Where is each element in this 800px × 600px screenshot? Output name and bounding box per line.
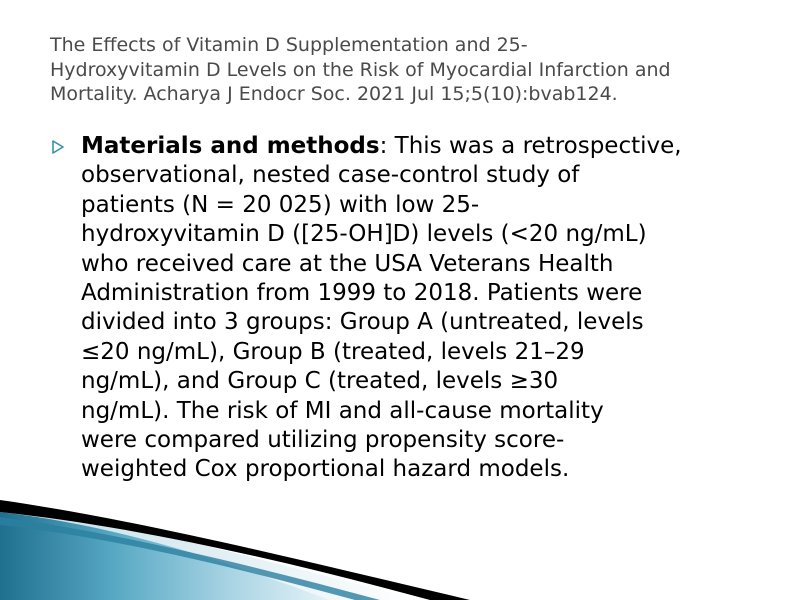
bullet-line: Materials and methods: This was a retros… xyxy=(81,132,781,161)
bullet-line: divided into 3 groups: Group A (untreate… xyxy=(81,309,644,336)
title-line: Hydroxyvitamin D Levels on the Risk of M… xyxy=(50,58,671,81)
bullet-line: Administration from 1999 to 2018. Patien… xyxy=(81,280,643,307)
bullet-line: ng/mL). The risk of MI and all-cause mor… xyxy=(81,397,604,424)
bullet-line: who received care at the USA Veterans He… xyxy=(81,250,614,277)
bullet-line: ng/mL), and Group C (treated, levels ≥30 xyxy=(81,368,559,395)
title-line: The Effects of Vitamin D Supplementation… xyxy=(50,34,528,56)
slide-title: The Effects of Vitamin D Supplementation… xyxy=(50,33,770,107)
bullet-line: were compared utilizing propensity score… xyxy=(81,427,565,454)
bullet-line-rest: : This was a retrospective, xyxy=(379,133,682,159)
triangle-right-icon xyxy=(52,140,64,154)
bullet-line: observational, nested case-control study… xyxy=(81,162,580,189)
bullet-lead: Materials and methods xyxy=(81,133,380,159)
bullet-line: weighted Cox proportional hazard models. xyxy=(81,456,570,483)
bullet-line: hydroxyvitamin D ([25-OH]D) levels (<20 … xyxy=(81,221,647,248)
bullet-line: patients (N = 20 025) with low 25- xyxy=(81,191,480,218)
title-line: Mortality. Acharya J Endocr Soc. 2021 Ju… xyxy=(50,83,618,105)
swoosh-dark-streak xyxy=(0,500,470,600)
bullet-text: Materials and methods: This was a retros… xyxy=(81,132,781,485)
swoosh-blue-streak xyxy=(0,517,380,600)
bullet-line: ≤20 ng/mL), Group B (treated, levels 21–… xyxy=(81,338,585,365)
